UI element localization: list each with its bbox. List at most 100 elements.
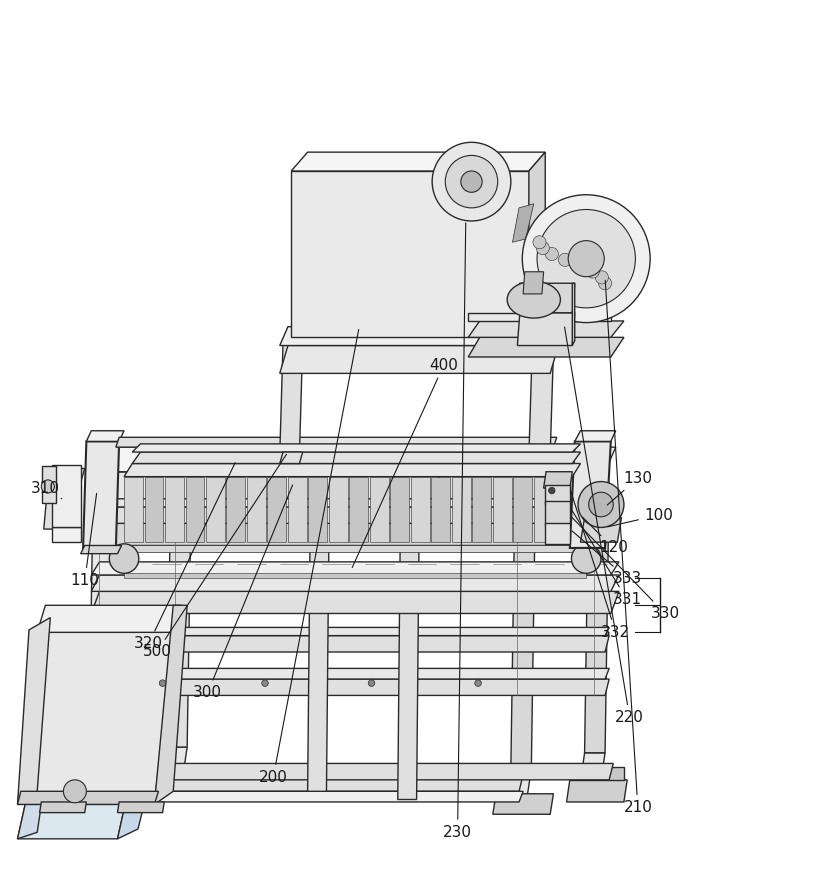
Polygon shape (411, 477, 430, 543)
Polygon shape (570, 441, 610, 548)
Text: 333: 333 (572, 531, 642, 585)
Text: 300: 300 (193, 485, 293, 700)
Polygon shape (291, 152, 545, 171)
Polygon shape (431, 477, 450, 543)
Text: 120: 120 (582, 517, 628, 555)
Polygon shape (163, 747, 187, 775)
Polygon shape (544, 471, 573, 488)
Polygon shape (227, 477, 245, 543)
Polygon shape (87, 430, 124, 441)
Circle shape (598, 277, 611, 290)
Polygon shape (92, 496, 610, 507)
Polygon shape (529, 152, 545, 338)
Ellipse shape (507, 282, 560, 318)
Polygon shape (452, 477, 471, 543)
Polygon shape (50, 469, 85, 480)
Polygon shape (573, 283, 575, 346)
Circle shape (159, 680, 166, 686)
Polygon shape (309, 477, 328, 543)
Polygon shape (52, 465, 82, 527)
Polygon shape (167, 491, 191, 747)
Circle shape (522, 195, 650, 323)
Polygon shape (517, 313, 575, 346)
Polygon shape (144, 477, 163, 543)
Text: 100: 100 (608, 508, 672, 527)
Text: 310: 310 (31, 480, 62, 499)
Polygon shape (89, 635, 609, 652)
Polygon shape (247, 477, 266, 543)
Text: 331: 331 (571, 510, 642, 607)
Text: 130: 130 (607, 470, 653, 505)
Polygon shape (473, 477, 491, 543)
Circle shape (568, 241, 604, 277)
Text: 210: 210 (606, 281, 653, 815)
Polygon shape (433, 447, 609, 471)
Polygon shape (288, 437, 557, 447)
Circle shape (474, 680, 481, 686)
Polygon shape (89, 503, 113, 761)
Text: 220: 220 (564, 327, 644, 725)
Polygon shape (81, 545, 121, 553)
Polygon shape (517, 283, 575, 313)
Circle shape (536, 241, 549, 255)
Polygon shape (47, 480, 82, 493)
Polygon shape (493, 477, 512, 543)
Polygon shape (44, 493, 80, 529)
Polygon shape (206, 477, 225, 543)
Polygon shape (17, 802, 125, 838)
Polygon shape (186, 477, 205, 543)
Polygon shape (85, 761, 109, 789)
Text: 110: 110 (70, 494, 99, 588)
Polygon shape (567, 780, 627, 802)
Polygon shape (132, 444, 581, 452)
Circle shape (446, 155, 497, 208)
Polygon shape (85, 764, 171, 791)
Polygon shape (165, 477, 184, 543)
Polygon shape (511, 495, 535, 769)
Polygon shape (291, 171, 529, 338)
Polygon shape (534, 477, 553, 543)
Circle shape (533, 236, 546, 249)
Polygon shape (92, 575, 619, 592)
Circle shape (537, 209, 635, 307)
Polygon shape (117, 797, 146, 838)
Polygon shape (280, 327, 559, 346)
Polygon shape (469, 313, 610, 321)
Polygon shape (89, 668, 609, 679)
Polygon shape (85, 775, 523, 791)
Polygon shape (267, 477, 286, 543)
Circle shape (587, 265, 599, 278)
Polygon shape (308, 537, 329, 791)
Polygon shape (92, 507, 610, 523)
Polygon shape (42, 466, 56, 503)
Polygon shape (570, 767, 624, 780)
Polygon shape (545, 523, 570, 544)
Polygon shape (545, 485, 570, 504)
Polygon shape (469, 321, 624, 338)
Polygon shape (581, 753, 605, 781)
Polygon shape (167, 764, 613, 780)
Circle shape (461, 171, 482, 192)
Text: 230: 230 (443, 223, 472, 840)
Polygon shape (124, 463, 581, 477)
Circle shape (573, 259, 586, 273)
Polygon shape (132, 452, 581, 463)
Polygon shape (117, 802, 164, 813)
Polygon shape (280, 346, 559, 373)
Polygon shape (507, 769, 531, 797)
Polygon shape (512, 204, 534, 242)
Polygon shape (40, 802, 87, 813)
Polygon shape (148, 775, 210, 796)
Polygon shape (37, 605, 182, 633)
Polygon shape (67, 788, 127, 808)
Polygon shape (92, 523, 610, 545)
Polygon shape (17, 791, 158, 805)
Polygon shape (83, 441, 119, 548)
Polygon shape (433, 471, 609, 499)
Text: 200: 200 (259, 330, 359, 785)
Polygon shape (92, 592, 619, 614)
Polygon shape (89, 447, 441, 471)
Circle shape (368, 680, 375, 686)
Circle shape (262, 680, 268, 686)
Text: 332: 332 (571, 491, 630, 640)
